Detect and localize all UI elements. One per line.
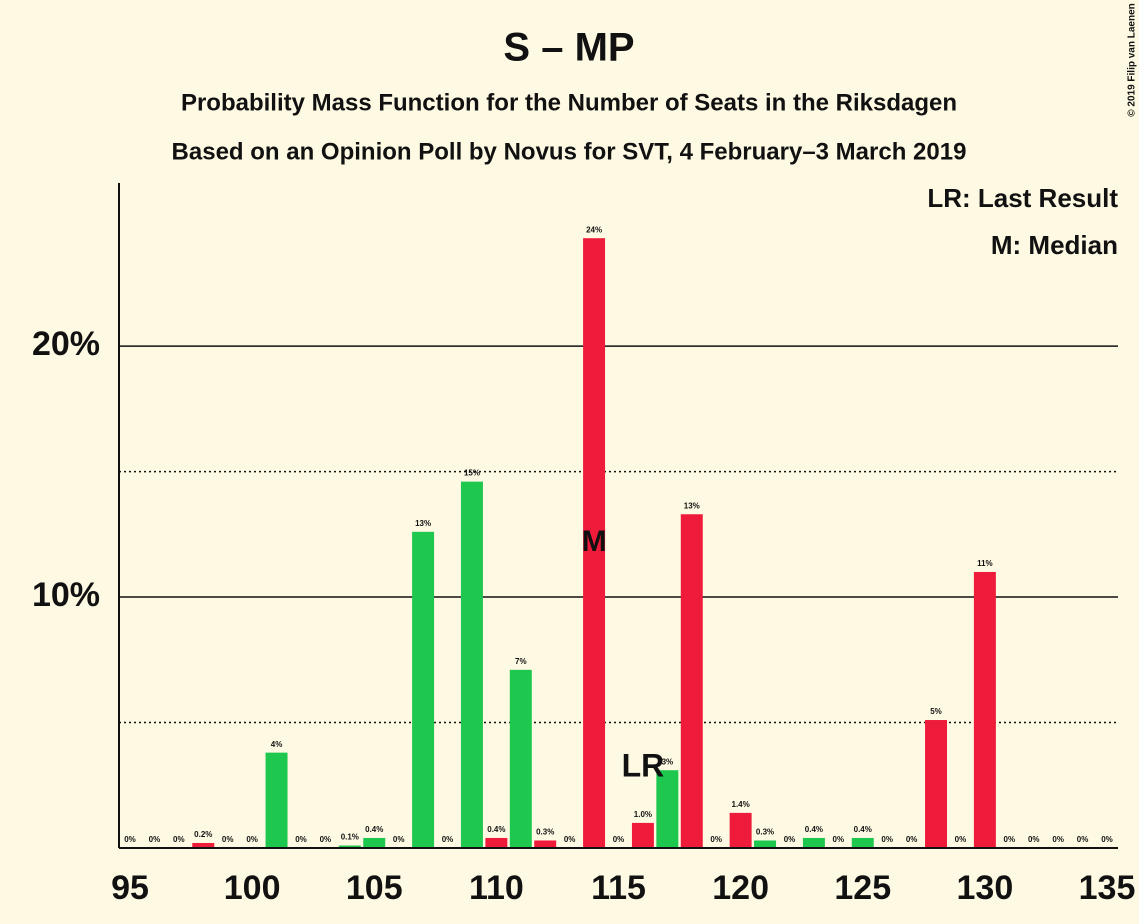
bar: [973, 571, 996, 848]
bar: [485, 837, 508, 848]
x-tick-label: 125: [834, 869, 891, 907]
bar: [925, 720, 948, 848]
value-label: 7%: [515, 657, 527, 666]
value-label: 0.1%: [341, 833, 359, 842]
x-tick-label: 115: [591, 869, 646, 907]
last-result-marker: LR: [622, 747, 665, 783]
y-tick-label: 10%: [32, 576, 100, 614]
value-label: 1.0%: [634, 810, 652, 819]
value-label: 0%: [442, 835, 454, 844]
x-tick-label: 130: [957, 869, 1014, 907]
value-label: 0%: [149, 835, 161, 844]
legend-entry: LR: Last Result: [927, 183, 1118, 213]
value-label: 0%: [881, 835, 893, 844]
bar: [363, 837, 386, 848]
value-label: 0%: [955, 835, 967, 844]
value-label: 0%: [1077, 835, 1089, 844]
bar: [509, 669, 532, 848]
y-tick-label: 20%: [32, 325, 100, 363]
value-label: 11%: [977, 559, 993, 568]
x-tick-label: 100: [224, 869, 281, 907]
bar: [192, 842, 215, 848]
bar: [265, 752, 288, 848]
value-label: 0%: [1101, 835, 1113, 844]
chart-subtitle: Probability Mass Function for the Number…: [181, 89, 957, 116]
value-label: 0%: [222, 835, 234, 844]
value-label: 0%: [564, 835, 576, 844]
x-tick-label: 120: [712, 869, 769, 907]
value-label: 0.4%: [365, 825, 383, 834]
copyright: © 2019 Filip van Laenen: [1127, 3, 1138, 117]
bar: [680, 514, 703, 848]
value-label: 0%: [784, 835, 796, 844]
chart-title: S – MP: [503, 26, 634, 70]
value-label: 0%: [173, 835, 185, 844]
bar: [802, 837, 825, 848]
bar: [754, 840, 777, 848]
x-tick-label: 135: [1079, 869, 1136, 907]
value-label: 5%: [930, 707, 942, 716]
bar: [729, 812, 752, 848]
bar: [460, 481, 483, 848]
median-marker: M: [582, 525, 607, 558]
value-label: 0%: [613, 835, 625, 844]
bar: [656, 770, 679, 848]
value-label: 0%: [124, 835, 136, 844]
value-label: 1.4%: [732, 800, 750, 809]
x-tick-label: 105: [346, 869, 403, 907]
value-label: 0.2%: [194, 830, 212, 839]
value-label: 0%: [1028, 835, 1040, 844]
value-label: 0%: [246, 835, 258, 844]
value-label: 24%: [586, 225, 602, 234]
value-label: 0%: [906, 835, 918, 844]
bar: [583, 238, 606, 849]
value-label: 13%: [684, 501, 700, 510]
value-label: 0.4%: [805, 825, 823, 834]
value-label: 0.3%: [756, 828, 774, 837]
value-label: 0.3%: [536, 828, 554, 837]
value-label: 15%: [464, 469, 480, 478]
chart-subtitle: Based on an Opinion Poll by Novus for SV…: [172, 138, 967, 165]
value-label: 0.4%: [854, 825, 872, 834]
bar: [534, 840, 557, 848]
value-label: 4%: [271, 740, 283, 749]
value-label: 0%: [393, 835, 405, 844]
value-label: 3%: [662, 757, 674, 766]
value-label: 0%: [295, 835, 307, 844]
x-tick-label: 95: [111, 869, 149, 907]
value-label: 0%: [1004, 835, 1016, 844]
bar: [412, 531, 435, 848]
bar: [851, 837, 874, 848]
bar: [338, 845, 361, 848]
value-label: 0%: [710, 835, 722, 844]
x-tick-label: 110: [469, 869, 524, 907]
bar: [631, 822, 654, 848]
legend-entry: M: Median: [991, 230, 1118, 260]
value-label: 0%: [1052, 835, 1064, 844]
value-label: 0%: [833, 835, 845, 844]
value-label: 0.4%: [487, 825, 505, 834]
value-label: 0%: [320, 835, 332, 844]
value-label: 13%: [415, 519, 431, 528]
